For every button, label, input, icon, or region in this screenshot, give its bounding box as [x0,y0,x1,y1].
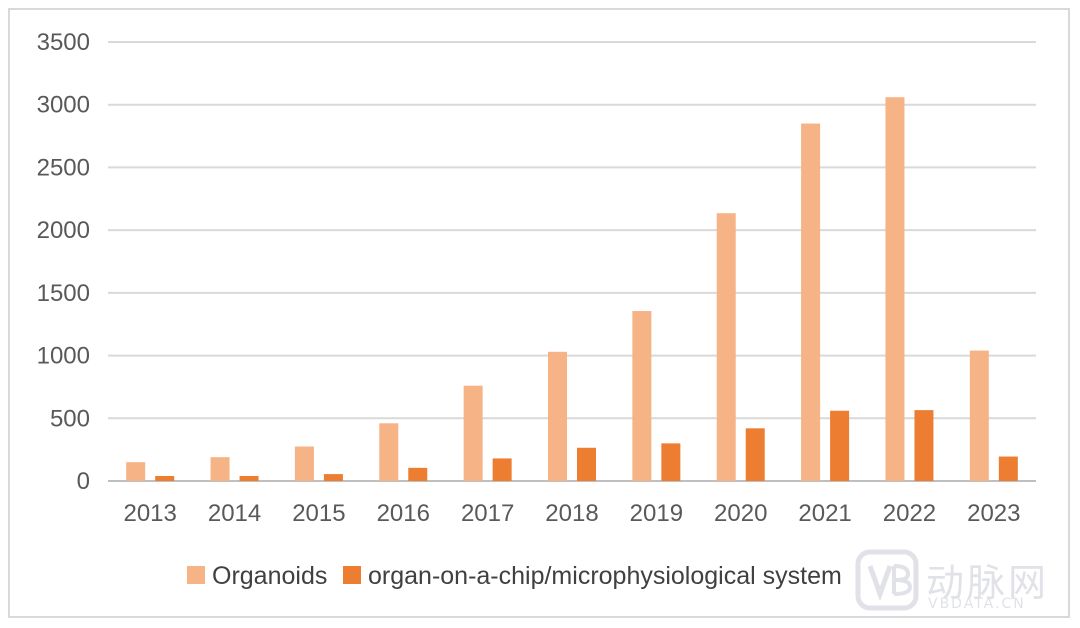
y-tick-label: 1000 [37,343,90,370]
x-tick-label: 2023 [967,500,1020,527]
y-tick-label: 2000 [37,217,90,244]
bar-organoids-2015 [294,446,314,481]
legend-swatch-organ-on-a-chip [343,566,361,584]
x-tick-label: 2015 [292,500,345,527]
x-tick-label: 2021 [798,500,851,527]
x-tick-label: 2014 [208,500,261,527]
bar-organoids-2013 [126,462,146,481]
legend-label: Organoids [212,562,327,590]
bar-organ-on-a-chip-2019 [661,443,681,481]
bar-organ-on-a-chip-2021 [830,410,850,481]
bar-organoids-2020 [716,213,736,481]
x-tick-label: 2018 [545,500,598,527]
watermark: 动脉网 VBDATA.CN [852,546,1072,616]
y-tick-label: 3500 [37,29,90,56]
bar-organoids-2021 [801,123,821,482]
bar-organ-on-a-chip-2017 [492,458,512,481]
y-tick-label: 1500 [37,280,90,307]
bar-organ-on-a-chip-2016 [408,467,428,481]
bar-organ-on-a-chip-2013 [155,475,175,481]
bar-organoids-2014 [210,457,230,481]
y-tick-label: 2500 [37,154,90,181]
x-tick-label: 2016 [377,500,430,527]
watermark-url-text: VBDATA.CN [928,596,1026,612]
legend-label: organ-on-a-chip/microphysiological syste… [368,562,842,590]
bar-organoids-2019 [632,311,652,481]
bar-organoids-2023 [969,350,989,481]
bar-organ-on-a-chip-2022 [914,410,934,481]
x-tick-label: 2020 [714,500,767,527]
bar-organoids-2016 [379,423,399,481]
legend-swatch-organoids [187,566,205,584]
bar-organ-on-a-chip-2023 [998,456,1018,481]
bar-organ-on-a-chip-2014 [239,475,259,481]
bar-organoids-2018 [548,351,567,481]
x-tick-label: 2019 [630,500,683,527]
vbdata-logo-icon [855,549,919,611]
x-tick-label: 2022 [883,500,936,527]
y-tick-label: 0 [77,468,90,495]
x-tick-label: 2013 [123,500,176,527]
bar-organ-on-a-chip-2020 [745,428,765,481]
x-tick-label: 2017 [461,500,514,527]
bar-organ-on-a-chip-2015 [323,474,343,481]
y-tick-label: 3000 [37,92,90,119]
bar-organoids-2017 [463,385,483,481]
y-tick-label: 500 [50,405,90,432]
watermark-logo-text: 动脉网 [926,561,1050,605]
bar-organoids-2022 [885,97,905,481]
bar-organ-on-a-chip-2018 [577,447,596,481]
